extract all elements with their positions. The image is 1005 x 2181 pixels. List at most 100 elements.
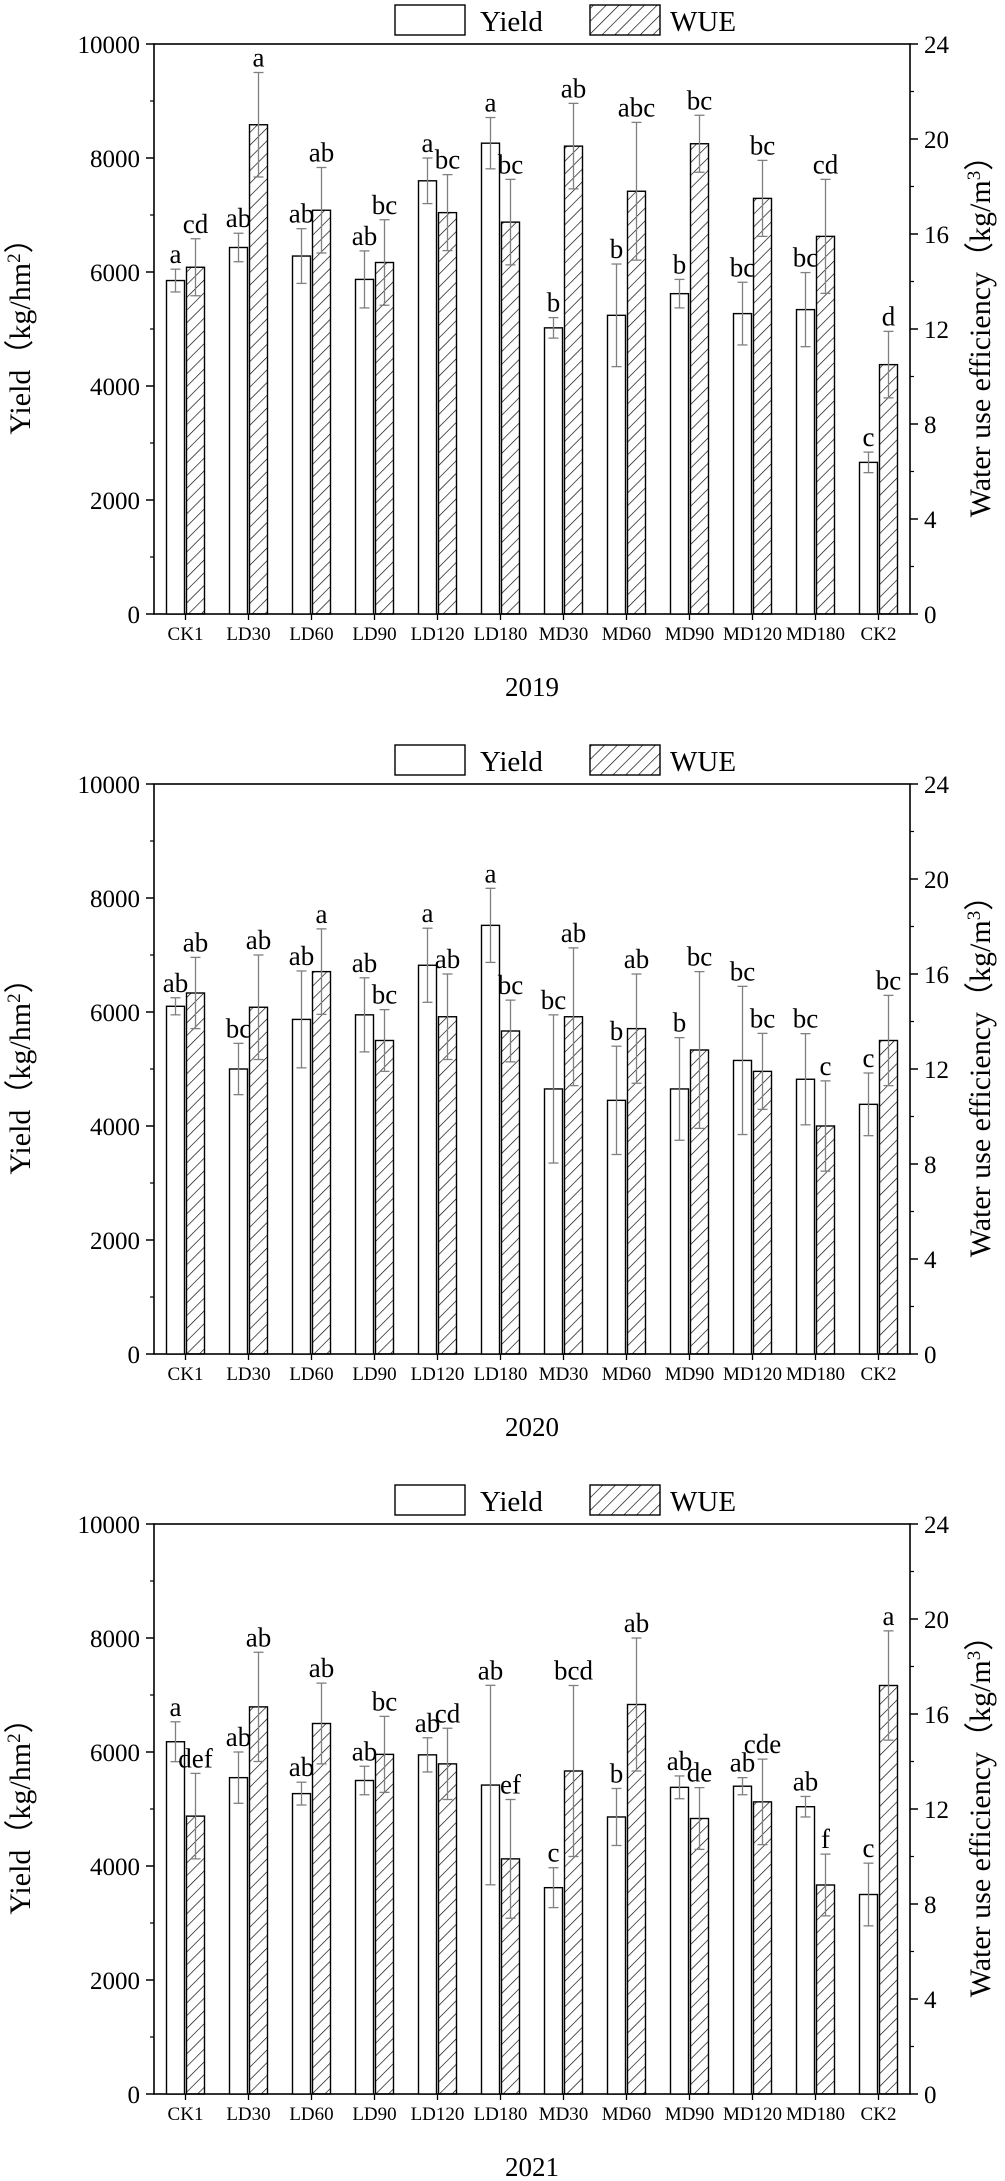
right-tick-label: 20 bbox=[924, 867, 949, 894]
significance-letter: f bbox=[821, 1824, 830, 1854]
significance-letter: bc bbox=[498, 149, 524, 179]
significance-letter: a bbox=[485, 858, 497, 888]
category-label: CK2 bbox=[861, 2104, 897, 2125]
legend-yield-label: Yield bbox=[480, 1486, 543, 1518]
significance-letter: b bbox=[673, 1008, 687, 1038]
yield-bar bbox=[417, 964, 438, 1355]
significance-letter: bcd bbox=[554, 1656, 593, 1686]
left-tick-label: 6000 bbox=[90, 1000, 140, 1027]
legend-wue-swatch bbox=[589, 4, 661, 36]
significance-letter: c bbox=[863, 1043, 875, 1073]
left-tick-label: 4000 bbox=[90, 374, 140, 401]
significance-letter: c bbox=[820, 1051, 832, 1081]
significance-letter: b bbox=[610, 234, 624, 264]
significance-letter: c bbox=[863, 1833, 875, 1863]
category-label: LD120 bbox=[411, 1364, 465, 1385]
significance-letter: ab bbox=[309, 1653, 334, 1683]
significance-letter: b bbox=[547, 288, 561, 318]
chart-panel-2019: 0 2000 4000 6000 8000 10000 0 4 8 12 16 20 24 Yield（k… bbox=[4, 4, 997, 702]
wue-bar bbox=[311, 1722, 332, 2095]
significance-letter: ab bbox=[246, 1622, 271, 1652]
wue-bar bbox=[878, 1039, 899, 1355]
right-tick-label: 4 bbox=[924, 1987, 937, 2014]
category-label: LD180 bbox=[474, 624, 528, 645]
right-tick-label: 12 bbox=[924, 1797, 949, 1824]
category-label: MD30 bbox=[539, 2104, 589, 2125]
category-label: CK2 bbox=[861, 624, 897, 645]
yield-bar bbox=[417, 180, 438, 615]
significance-letter: a bbox=[422, 128, 434, 158]
right-axis-title: Water use efficiency（kg/m3） bbox=[964, 1621, 997, 1997]
category-label: MD60 bbox=[602, 1364, 652, 1385]
significance-letter: ab bbox=[289, 199, 314, 229]
category-label: LD30 bbox=[226, 1364, 270, 1385]
legend-yield-swatch bbox=[394, 744, 466, 776]
yield-bar bbox=[291, 1018, 312, 1355]
panel-year-title: 2020 bbox=[505, 1412, 559, 1442]
category-label: LD120 bbox=[411, 624, 465, 645]
yield-bar bbox=[228, 246, 249, 615]
panel-year-title: 2021 bbox=[505, 2152, 559, 2181]
category-label: CK2 bbox=[861, 1364, 897, 1385]
category-label: MD180 bbox=[786, 624, 845, 645]
left-tick-label: 0 bbox=[128, 2082, 141, 2109]
yield-bar bbox=[480, 142, 501, 615]
significance-letter: ab bbox=[289, 1752, 314, 1782]
legend: Yield WUE bbox=[394, 744, 736, 778]
wue-bar bbox=[689, 1817, 710, 2095]
significance-letter: b bbox=[610, 1016, 624, 1046]
significance-letter: ab bbox=[309, 138, 334, 168]
legend-yield-swatch bbox=[394, 1484, 466, 1516]
category-label: LD60 bbox=[289, 2104, 333, 2125]
right-tick-label: 16 bbox=[924, 962, 949, 989]
category-label: MD120 bbox=[723, 624, 782, 645]
category-label: LD180 bbox=[474, 1364, 528, 1385]
significance-letter: ab bbox=[730, 1748, 755, 1778]
significance-letter: d bbox=[882, 301, 896, 331]
left-tick-label: 10000 bbox=[78, 1512, 141, 1539]
legend-wue-swatch bbox=[589, 1484, 661, 1516]
category-label: MD60 bbox=[602, 2104, 652, 2125]
significance-letter: a bbox=[883, 1601, 895, 1631]
chart-panel-2021: 0 2000 4000 6000 8000 10000 0 4 8 12 16 20 24 Yield（k… bbox=[4, 1484, 997, 2181]
yield-bar bbox=[354, 278, 375, 615]
category-label: MD180 bbox=[786, 1364, 845, 1385]
right-tick-label: 0 bbox=[924, 1342, 937, 1369]
category-label: LD180 bbox=[474, 2104, 528, 2125]
yield-bar bbox=[669, 1786, 690, 2095]
category-label: CK1 bbox=[168, 2104, 204, 2125]
left-tick-label: 2000 bbox=[90, 1228, 140, 1255]
significance-letter: cde bbox=[744, 1729, 781, 1759]
legend-wue-label: WUE bbox=[670, 746, 736, 778]
right-axis-title: Water use efficiency（kg/m3） bbox=[964, 881, 997, 1257]
significance-letter: bc bbox=[498, 970, 524, 1000]
significance-letter: c bbox=[863, 422, 875, 452]
significance-letter: ab bbox=[352, 221, 377, 251]
category-label: CK1 bbox=[168, 1364, 204, 1385]
significance-letter: bc bbox=[793, 1004, 819, 1034]
significance-letter: bc bbox=[226, 1013, 252, 1043]
wue-bar bbox=[311, 970, 332, 1355]
significance-letter: bc bbox=[687, 942, 713, 972]
significance-letter: bc bbox=[750, 130, 776, 160]
left-tick-label: 8000 bbox=[90, 1626, 140, 1653]
left-tick-label: 10000 bbox=[78, 772, 141, 799]
yield-bar bbox=[858, 461, 879, 615]
legend-yield-label: Yield bbox=[480, 6, 543, 38]
right-tick-label: 24 bbox=[924, 772, 950, 799]
significance-letter: b bbox=[610, 1758, 624, 1788]
right-axis-title: Water use efficiency（kg/m3） bbox=[964, 141, 997, 517]
left-tick-label: 8000 bbox=[90, 146, 140, 173]
left-tick-label: 4000 bbox=[90, 1854, 140, 1881]
category-label: MD120 bbox=[723, 2104, 782, 2125]
right-tick-label: 20 bbox=[924, 127, 949, 154]
right-tick-label: 4 bbox=[924, 1247, 937, 1274]
category-label: MD90 bbox=[665, 2104, 715, 2125]
significance-letter: ab bbox=[246, 925, 271, 955]
significance-letter: ab bbox=[667, 1746, 692, 1776]
right-tick-label: 16 bbox=[924, 1702, 949, 1729]
wue-bar bbox=[374, 1039, 395, 1355]
legend-wue-label: WUE bbox=[670, 6, 736, 38]
chart-panel-2020: 0 2000 4000 6000 8000 10000 0 4 8 12 16 20 24 Yield（k… bbox=[4, 744, 997, 1442]
wue-bar bbox=[752, 197, 773, 615]
